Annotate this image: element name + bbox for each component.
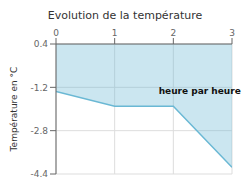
svg-text:-1.2: -1.2	[30, 83, 48, 93]
html-text:Evolution de la température: Evolution de la température	[47, 9, 203, 22]
svg-text:-4.4: -4.4	[30, 169, 48, 179]
svg-text:Température en °C: Température en °C	[9, 67, 19, 153]
svg-text:-2.8: -2.8	[30, 126, 48, 136]
svg-text:2: 2	[170, 28, 176, 38]
svg-text:1: 1	[112, 28, 118, 38]
svg-text:0.4: 0.4	[34, 39, 49, 49]
svg-text:3: 3	[229, 28, 235, 38]
svg-text:0: 0	[53, 28, 59, 38]
svg-text:heure par heure: heure par heure	[159, 86, 241, 96]
